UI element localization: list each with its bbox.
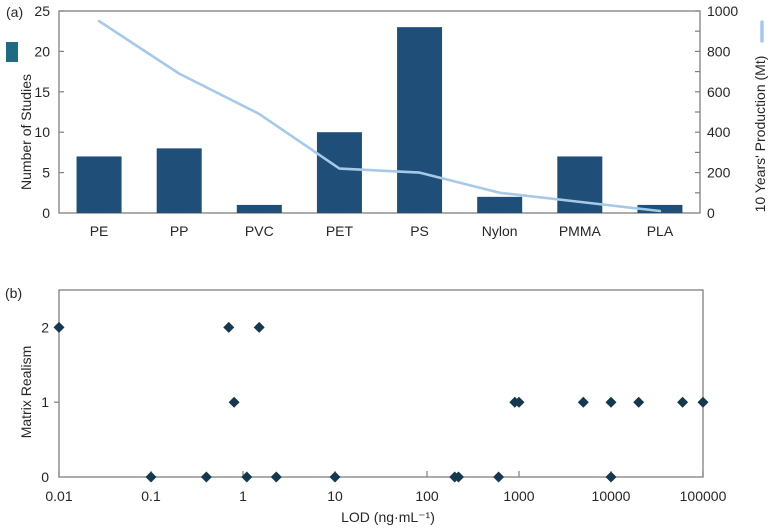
bar-line-chart-panel-a: 0 5 10 15 20 25 0 200 400 600 800 1000 PE PP PVC PET PS N…	[6, 3, 768, 239]
scatter-point	[241, 471, 253, 483]
right-axis-tick-label: 600	[707, 84, 731, 100]
scatter-point	[605, 471, 617, 483]
plot-frame	[58, 10, 701, 214]
left-axis-title: Number of Studies	[18, 74, 34, 190]
left-axis-tick-label: 20	[34, 43, 50, 59]
left-axis-tick-label: 25	[34, 3, 50, 19]
left-axis-tick-label: 15	[34, 84, 50, 100]
scatter-point	[228, 396, 240, 408]
bar-nylon	[477, 196, 523, 213]
right-axis-tick-label: 0	[707, 205, 715, 221]
scatter-point	[633, 396, 645, 408]
left-axis-tick-label: 10	[34, 124, 50, 140]
scatter-point	[223, 321, 235, 333]
category-label-pet: PET	[326, 223, 354, 239]
left-axis-tick-label: 5	[42, 165, 50, 181]
y-axis-title: Matrix Realism	[18, 346, 34, 439]
category-label-ps: PS	[410, 223, 429, 239]
x-axis-tick-label: 1	[239, 488, 247, 504]
x-axis-tick-label: 0.01	[45, 488, 72, 504]
left-axis-tick-label: 0	[42, 205, 50, 221]
production-line	[97, 19, 662, 213]
bar-pe	[76, 156, 122, 213]
bar-pp	[156, 148, 202, 213]
scatter-point	[253, 321, 265, 333]
scatter-chart-panel-b: 0.01 0.1 1 10 100 1000 10000 100000 0 1 2 LOD (ng·m…	[18, 289, 727, 525]
category-label-pmma: PMMA	[559, 223, 602, 239]
category-label-nylon: Nylon	[482, 223, 518, 239]
scatter-point	[513, 396, 525, 408]
right-axis-tick-label: 800	[707, 43, 731, 59]
x-axis-title: LOD (ng·mL⁻¹)	[341, 509, 435, 525]
scatter-point	[697, 396, 709, 408]
panel-a-label: (a)	[6, 4, 24, 20]
x-axis-tick-label: 10	[327, 488, 343, 504]
studies-legend-swatch	[6, 42, 18, 62]
category-label-pe: PE	[90, 223, 109, 239]
scatter-point	[453, 471, 465, 483]
scatter-point	[677, 396, 689, 408]
bar-pet	[316, 132, 362, 213]
scatter-point	[577, 396, 589, 408]
scatter-point	[53, 321, 65, 333]
category-label-pla: PLA	[647, 223, 674, 239]
scatter-point	[270, 471, 282, 483]
x-axis-tick-label: 100	[415, 488, 439, 504]
panel-b-label: (b)	[5, 285, 23, 301]
bar-pvc	[236, 204, 282, 213]
x-axis-tick-label: 100000	[680, 488, 727, 504]
y-axis-tick-label: 1	[41, 394, 49, 410]
x-axis-tick-label: 10000	[592, 488, 631, 504]
category-label-pp: PP	[170, 223, 189, 239]
scatter-point	[200, 471, 212, 483]
scatter-point	[493, 471, 505, 483]
bar-pla	[637, 204, 683, 213]
y-axis-tick-label: 2	[41, 319, 49, 335]
scatter-point	[605, 396, 617, 408]
scatter-point	[329, 471, 341, 483]
bar-ps	[397, 27, 443, 213]
right-axis-title: 10 Years' Production (Mt)	[752, 56, 768, 213]
scatter-point	[145, 471, 157, 483]
right-axis-tick-label: 200	[707, 165, 731, 181]
right-axis-tick-label: 400	[707, 124, 731, 140]
x-axis-tick-label: 1000	[503, 488, 534, 504]
plot-frame	[58, 289, 704, 478]
x-axis-tick-label: 0.1	[141, 488, 161, 504]
category-label-pvc: PVC	[245, 223, 274, 239]
right-axis-tick-label: 1000	[707, 3, 738, 19]
y-axis-tick-label: 0	[41, 469, 49, 485]
